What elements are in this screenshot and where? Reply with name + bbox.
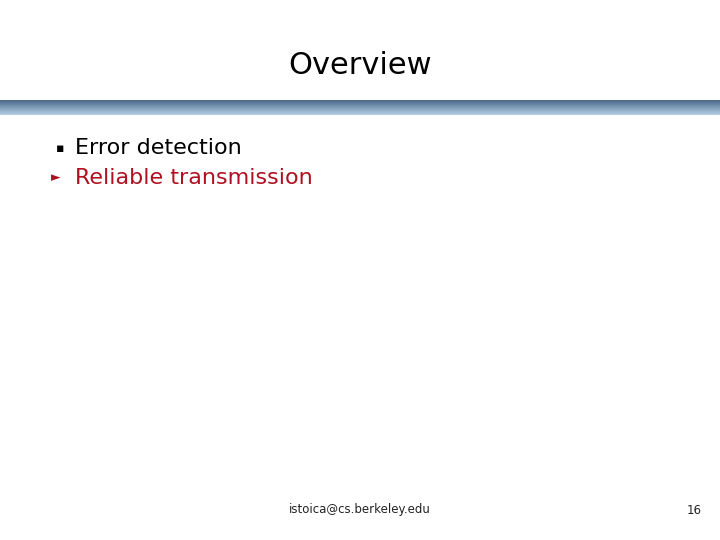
Text: Reliable transmission: Reliable transmission xyxy=(75,168,312,188)
Text: ▪: ▪ xyxy=(55,141,64,154)
Text: Error detection: Error detection xyxy=(75,138,242,158)
Text: istoica@cs.berkeley.edu: istoica@cs.berkeley.edu xyxy=(289,503,431,516)
Text: Overview: Overview xyxy=(288,51,432,79)
Text: ►: ► xyxy=(51,172,60,185)
Text: 16: 16 xyxy=(687,503,702,516)
